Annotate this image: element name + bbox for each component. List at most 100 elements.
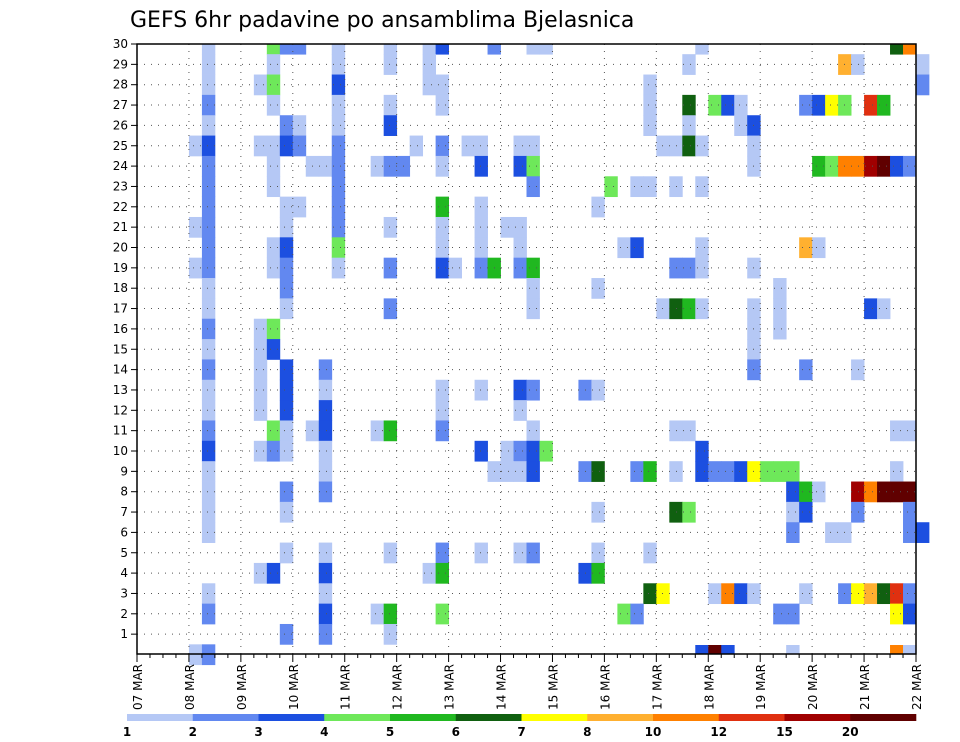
- heatmap-cell: [279, 135, 294, 157]
- colorbar-swatch: [127, 714, 194, 721]
- heatmap-cell: [643, 461, 657, 482]
- heatmap-cell: [435, 257, 449, 279]
- heatmap-cell: [643, 542, 657, 564]
- heatmap-cell: [422, 54, 437, 75]
- heatmap-cell: [383, 420, 398, 442]
- heatmap-cell: [331, 216, 346, 238]
- heatmap-cell: [890, 155, 904, 177]
- y-tick-label: 10: [113, 444, 128, 458]
- heatmap-cell: [812, 155, 826, 177]
- heatmap-cell: [695, 645, 709, 655]
- y-tick-label: 7: [120, 505, 128, 519]
- heatmap-cell: [201, 298, 216, 320]
- heatmap-cell: [513, 379, 527, 401]
- heatmap-cell: [721, 94, 735, 116]
- heatmap-cell: [591, 501, 605, 523]
- heatmap-cell: [201, 522, 216, 543]
- x-tick-label: 08 MAR: [183, 664, 197, 710]
- heatmap-cell: [526, 155, 540, 177]
- heatmap-cell: [201, 54, 216, 75]
- heatmap-cell: [279, 298, 294, 320]
- heatmap-cell: [383, 94, 398, 116]
- heatmap-cell: [903, 522, 917, 543]
- heatmap-cell: [331, 74, 346, 96]
- heatmap-cell: [318, 359, 333, 381]
- heatmap-cell: [786, 461, 800, 482]
- y-tick-label: 8: [120, 485, 128, 499]
- x-tick-label: 19 MAR: [754, 664, 768, 710]
- heatmap-cell: [409, 135, 424, 157]
- heatmap-cell: [786, 645, 800, 655]
- heatmap-cell: [435, 603, 449, 625]
- y-tick-label: 18: [113, 281, 128, 295]
- heatmap-cell: [903, 603, 917, 625]
- heatmap-cell: [643, 176, 657, 198]
- heatmap-cell: [487, 44, 501, 55]
- heatmap-cell: [331, 94, 346, 116]
- heatmap-cell: [383, 623, 398, 645]
- heatmap-cell: [318, 420, 333, 442]
- heatmap-cell: [201, 196, 216, 218]
- heatmap-cell: [435, 74, 449, 96]
- heatmap-cell: [279, 44, 294, 55]
- x-tick-label: 13 MAR: [443, 664, 457, 710]
- heatmap-cell: [279, 278, 294, 299]
- heatmap-cell: [799, 94, 813, 116]
- heatmap-cell: [695, 298, 709, 320]
- heatmap-cell: [292, 44, 307, 55]
- heatmap-cell: [513, 461, 527, 482]
- heatmap-cell: [279, 237, 294, 259]
- heatmap-cell: [864, 94, 878, 116]
- heatmap-cell: [773, 461, 787, 482]
- heatmap-cell: [474, 379, 488, 401]
- x-tick-label: 11 MAR: [339, 664, 353, 710]
- heatmap-cell: [513, 542, 527, 564]
- heatmap-cell: [318, 562, 333, 584]
- heatmap-cell: [890, 44, 904, 55]
- colorbar-swatch: [587, 714, 654, 721]
- heatmap-cell: [799, 583, 813, 605]
- heatmap-cell: [253, 440, 268, 462]
- heatmap-cell: [708, 94, 722, 116]
- heatmap-cell: [643, 583, 657, 605]
- y-tick-label: 13: [113, 383, 128, 397]
- heatmap-cell: [253, 135, 268, 157]
- heatmap-cell: [435, 155, 449, 177]
- heatmap-cell: [513, 155, 527, 177]
- heatmap-cell: [734, 115, 748, 136]
- heatmap-cell: [526, 379, 540, 401]
- heatmap-cell: [279, 257, 294, 279]
- heatmap-cell: [526, 461, 540, 482]
- y-tick-label: 30: [113, 37, 128, 51]
- heatmap-cell: [331, 257, 346, 279]
- heatmap-cell: [890, 420, 904, 442]
- heatmap-cell: [331, 44, 346, 55]
- colorbar-level-label: 1: [123, 725, 131, 739]
- heatmap-cell: [474, 257, 488, 279]
- heatmap-cell: [617, 603, 631, 625]
- y-tick-label: 1: [120, 627, 128, 641]
- heatmap-cell: [279, 501, 294, 523]
- heatmap-cell: [864, 298, 878, 320]
- heatmap-cell: [773, 298, 787, 320]
- heatmap-cell: [591, 379, 605, 401]
- heatmap-cell: [513, 135, 527, 157]
- heatmap-cell: [760, 461, 774, 482]
- heatmap-cell: [682, 420, 696, 442]
- heatmap-cell: [812, 94, 826, 116]
- heatmap-cell: [591, 461, 605, 482]
- heatmap-cell: [435, 216, 449, 238]
- heatmap-cell: [539, 44, 553, 55]
- heatmap-cell: [201, 257, 216, 279]
- heatmap-cell: [799, 501, 813, 523]
- heatmap-cell: [708, 583, 722, 605]
- heatmap-cell: [695, 237, 709, 259]
- y-tick-label: 27: [113, 98, 128, 112]
- heatmap-cell: [435, 44, 449, 55]
- heatmap-cell: [799, 481, 813, 503]
- heatmap-cell: [500, 216, 514, 238]
- heatmap-cell: [708, 461, 722, 482]
- heatmap-cell: [786, 501, 800, 523]
- colorbar-swatch: [521, 714, 588, 721]
- heatmap-cell: [383, 216, 398, 238]
